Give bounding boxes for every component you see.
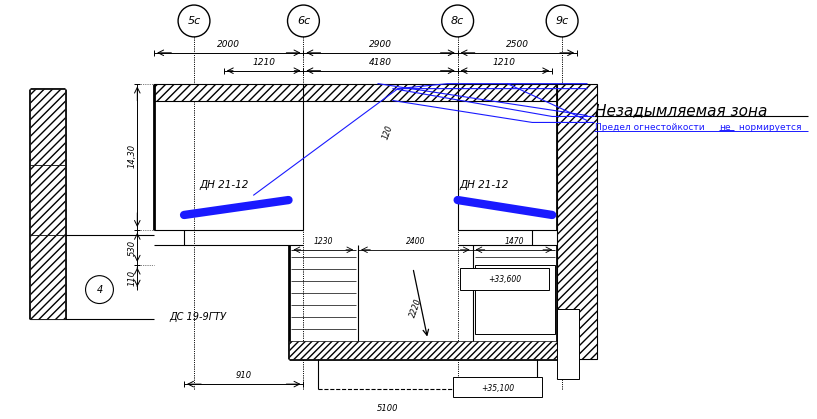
Bar	[30, 235, 65, 319]
Text: +35,100: +35,100	[481, 383, 514, 393]
Text: 2000: 2000	[217, 40, 240, 49]
Text: +33,600: +33,600	[488, 275, 521, 284]
Text: 910: 910	[235, 371, 252, 380]
Text: 5с: 5с	[187, 16, 201, 26]
Text: 120: 120	[382, 124, 395, 141]
Bar	[30, 89, 65, 165]
Text: не: не	[719, 123, 731, 132]
Bar	[154, 84, 557, 101]
Text: 1230: 1230	[314, 237, 333, 246]
Text: 4180: 4180	[368, 58, 391, 67]
Bar	[30, 165, 65, 235]
Text: ДН 21-12: ДН 21-12	[460, 180, 509, 190]
Bar	[288, 341, 557, 359]
Text: 4: 4	[96, 285, 103, 295]
Bar	[453, 377, 542, 397]
Text: 2900: 2900	[368, 40, 391, 49]
Text: 1210: 1210	[252, 58, 275, 67]
Text: 1470: 1470	[505, 237, 525, 246]
Bar	[557, 84, 597, 359]
Text: 530: 530	[127, 240, 136, 256]
Text: 8с: 8с	[451, 16, 464, 26]
Text: Незадымляемая зона: Незадымляемая зона	[595, 103, 767, 118]
Text: нормируется: нормируется	[736, 123, 801, 132]
Text: 2220: 2220	[408, 297, 423, 318]
Text: ДС 19-9ГТУ: ДС 19-9ГТУ	[169, 313, 226, 323]
Bar	[557, 310, 579, 379]
Text: 2500: 2500	[506, 40, 529, 49]
Text: 9с: 9с	[556, 16, 569, 26]
Text: 110: 110	[127, 269, 136, 286]
Text: 14,30: 14,30	[127, 144, 136, 168]
Bar	[460, 268, 549, 290]
Bar	[475, 265, 556, 334]
Text: 5100: 5100	[377, 404, 399, 414]
Text: ДН 21-12: ДН 21-12	[199, 180, 248, 190]
Text: 2400: 2400	[405, 237, 425, 246]
Text: 1210: 1210	[493, 58, 516, 67]
Text: 6с: 6с	[297, 16, 310, 26]
Text: Предел огнестойкости: Предел огнестойкости	[595, 123, 708, 132]
